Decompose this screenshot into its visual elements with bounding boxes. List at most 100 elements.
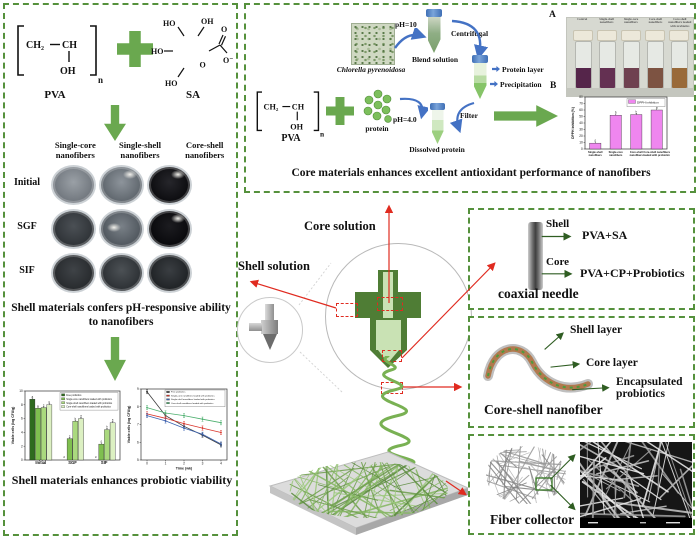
svg-text:c: c <box>101 440 103 443</box>
svg-text:0: 0 <box>581 147 583 151</box>
svg-text:50: 50 <box>579 115 583 119</box>
svg-text:d: d <box>63 455 65 459</box>
pva-n-subscript: n <box>320 130 325 139</box>
pva-structure: CH₂ CH OH n <box>17 25 103 85</box>
svg-text:a: a <box>656 106 658 109</box>
svg-text:DPPH inhibition (%): DPPH inhibition (%) <box>571 107 575 139</box>
spinneret-photo-circle <box>237 297 303 363</box>
svg-text:b: b <box>615 110 617 114</box>
chlorella-photo <box>351 23 395 65</box>
svg-text:Single-shell nanofibers loaded: Single-shell nanofibers loaded with prob… <box>171 398 216 401</box>
vial-label: Control <box>577 18 588 21</box>
vial-label: Core-shell nanofibers <box>648 18 663 25</box>
svg-text:0: 0 <box>146 462 148 466</box>
svg-text:Viable cells (log CFU/g): Viable cells (log CFU/g) <box>127 406 131 444</box>
svg-text:3: 3 <box>202 462 204 466</box>
down-arrow-icon <box>104 105 126 141</box>
svg-text:b: b <box>49 400 51 404</box>
centrifugal-label: Centrifugal <box>451 29 489 38</box>
centrifugal-arrow-icon <box>451 19 488 60</box>
pva-label: PVA <box>281 133 301 144</box>
right-arrow-icon <box>490 80 498 88</box>
svg-text:Core-shell nanofibers loaded w: Core-shell nanofibers loaded with probio… <box>171 402 214 405</box>
protein-dots-icon <box>363 89 392 123</box>
filter-arrow-icon <box>450 101 475 134</box>
panel-a-label: A <box>549 10 556 20</box>
svg-text:8: 8 <box>21 403 23 407</box>
shell-composition: PVA+SA <box>582 228 628 242</box>
row-label-sif: SIF <box>19 265 35 276</box>
pva-ch: CH <box>292 102 305 111</box>
svg-text:Core-shell nanofibers loaded w: Core-shell nanofibers loaded with probio… <box>66 406 111 409</box>
svg-text:Single-shell nanofibers loaded: Single-shell nanofibers loaded with prob… <box>66 402 113 405</box>
petri-dish-photo <box>147 165 192 205</box>
dish-row-sgf: SGF <box>5 209 240 251</box>
col-header-single-shell: Single-shell nanofibers <box>118 140 162 160</box>
precipitation-label: Precipitation <box>490 80 542 89</box>
sa-structure: HO OH HO HO O O O⁻ <box>151 17 233 88</box>
pva-structure: CH₂ CH OH n <box>256 91 325 139</box>
shell-label: Shell <box>546 218 570 230</box>
shell-inlet-highlight <box>336 303 358 317</box>
petri-dish-photo <box>51 253 96 293</box>
svg-text:9: 9 <box>137 387 139 391</box>
svg-text:4: 4 <box>220 462 222 466</box>
dissolved-protein-tube <box>430 103 445 144</box>
petri-dish-photo <box>51 209 96 249</box>
vial-label: Core-shell nanofibers loaded with probio… <box>668 18 692 27</box>
svg-text:Free probiotics: Free probiotics <box>66 394 82 397</box>
encapsulated-probiotics-label: Encapsulated probiotics <box>616 376 683 400</box>
viable-cells-line-chart: 5 6 7 8 9 Viable cells (log CFU/g) 0 1 2 3 4 Time (… <box>127 387 228 471</box>
down-arrow-icon <box>104 337 126 381</box>
right-arrow-icon <box>492 65 500 73</box>
shell-solution-label: Shell solution <box>238 259 310 273</box>
core-shell-fiber-graphic <box>483 344 593 393</box>
svg-text:60: 60 <box>579 108 583 112</box>
vial <box>621 30 641 89</box>
sa-carbonyl-o: O <box>221 25 227 34</box>
svg-text:1: 1 <box>165 462 167 466</box>
row-label-sgf: SGF <box>17 221 37 232</box>
svg-text:b: b <box>636 110 638 114</box>
svg-text:10: 10 <box>579 141 583 145</box>
spinneret-side-inlet <box>249 323 262 331</box>
pva-ch2: CH₂ <box>26 40 44 51</box>
petri-dish-photo <box>147 209 192 249</box>
core-shell-nanofiber-caption: Core-shell nanofiber <box>484 402 603 417</box>
dpph-inhibition-bar-chart: 0 10 20 30 40 50 60 70 80 DPPH inhibition (%) Sing… <box>571 95 670 157</box>
spinneret-top <box>265 304 274 321</box>
coaxial-needle-panel: Shell PVA+SA Core PVA+CP+Probiotics coax… <box>468 208 695 310</box>
coaxial-needle-graphic <box>528 222 543 290</box>
collector-plate <box>268 451 470 535</box>
svg-text:c: c <box>595 139 597 142</box>
petri-dish-photo <box>51 165 96 205</box>
col-header-core-shell: Core-shell nanofibers <box>185 140 225 160</box>
svg-text:a: a <box>32 395 34 398</box>
fiber-collector-caption: Fiber collector <box>490 512 575 527</box>
svg-text:6: 6 <box>21 417 23 421</box>
petri-dish-photo <box>99 209 144 249</box>
pva-label: PVA <box>44 89 66 101</box>
dish-row-sif: SIF <box>5 253 240 295</box>
svg-text:SIF: SIF <box>101 460 108 465</box>
vial <box>645 30 665 89</box>
svg-text:DPPH inhibition: DPPH inhibition <box>637 100 659 104</box>
svg-text:Single-core nanofibers loaded: Single-core nanofibers loaded with probi… <box>171 394 215 397</box>
pva-ch: CH <box>62 40 77 51</box>
core-composition: PVA+CP+Probiotics <box>580 266 685 280</box>
blend-solution-tube <box>426 9 442 53</box>
svg-text:a: a <box>112 419 114 422</box>
svg-text:Free probiotics: Free probiotics <box>171 391 186 394</box>
sem-image <box>580 442 692 528</box>
dish-row-initial: Initial <box>5 165 240 207</box>
vial-label: Single-shell nanofibers <box>599 18 614 25</box>
ph4-label: pH=4.0 <box>393 115 417 124</box>
sa-carboxylate-o: O⁻ <box>223 56 233 65</box>
col-header-single-core: Single-core nanofibers <box>54 140 96 160</box>
fiber-collector-panel: Fiber collector <box>468 434 695 535</box>
pva-ch2: CH₂ <box>264 102 279 111</box>
sa-oh-top: OH <box>201 17 214 26</box>
